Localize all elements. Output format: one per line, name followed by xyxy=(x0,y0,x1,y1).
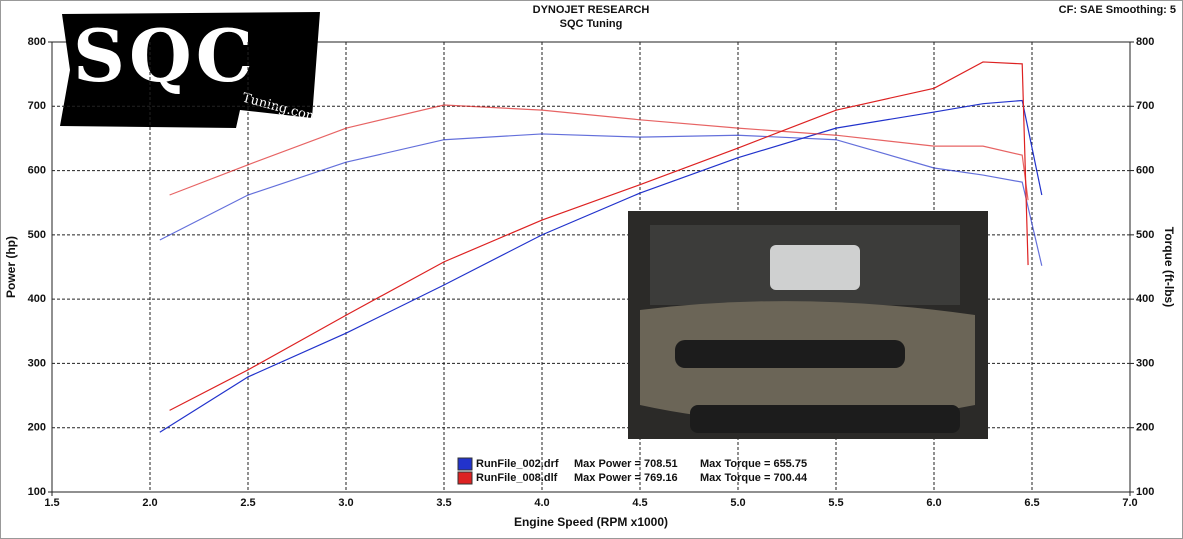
y-axis-label: Power (hp) xyxy=(4,236,18,298)
settings: CF: SAE Smoothing: 5 xyxy=(1059,4,1176,16)
chart-title: DYNOJET RESEARCH xyxy=(533,4,650,16)
torque-line xyxy=(159,133,1043,266)
x-tick-label: 3.5 xyxy=(436,497,451,509)
x-tick-label: 2.5 xyxy=(240,497,255,509)
y-tick-label: 800 xyxy=(28,36,46,48)
y-tick-label: 700 xyxy=(28,100,46,112)
power-line xyxy=(169,61,1029,411)
y2-tick-label: 400 xyxy=(1136,293,1154,305)
y-tick-label: 600 xyxy=(28,164,46,176)
x-tick-label: 3.0 xyxy=(338,497,353,509)
y2-tick-label: 700 xyxy=(1136,100,1154,112)
legend-swatch xyxy=(457,457,473,471)
legend-max-power: Max Power = 769.16 xyxy=(574,472,678,484)
legend-name: RunFile_008.dlf xyxy=(476,472,558,484)
x-tick-label: 6.0 xyxy=(926,497,941,509)
x-tick-label: 5.5 xyxy=(828,497,843,509)
x-axis-label: Engine Speed (RPM x1000) xyxy=(514,515,668,529)
logo-text: SQC xyxy=(73,13,257,98)
y2-tick-label: 600 xyxy=(1136,164,1154,176)
x-tick-label: 6.5 xyxy=(1024,497,1039,509)
power-line xyxy=(159,99,1043,433)
legend-max-power: Max Power = 708.51 xyxy=(574,458,678,470)
x-tick-label: 1.5 xyxy=(44,497,59,509)
y2-tick-label: 500 xyxy=(1136,229,1154,241)
x-tick-label: 4.5 xyxy=(632,497,647,509)
engine-photo xyxy=(628,211,988,439)
y2-tick-label: 200 xyxy=(1136,422,1154,434)
legend-max-torque: Max Torque = 700.44 xyxy=(700,472,808,484)
y2-axis-label: Torque (ft-lbs) xyxy=(1162,227,1176,307)
chart-subtitle: SQC Tuning xyxy=(560,18,623,30)
legend: RunFile_002.drf Max Power = 708.51 Max Tor… xyxy=(457,457,808,485)
x-tick-label: 2.0 xyxy=(142,497,157,509)
y-tick-label: 100 xyxy=(28,486,46,498)
legend-name: RunFile_002.drf xyxy=(476,458,559,470)
photo-grille xyxy=(675,340,905,368)
logo: SQC Tuning.com xyxy=(60,12,320,128)
photo-bumper xyxy=(690,405,960,433)
y-tick-label: 300 xyxy=(28,357,46,369)
y2-tick-label: 300 xyxy=(1136,357,1154,369)
x-tick-label: 5.0 xyxy=(730,497,745,509)
y-tick-label: 200 xyxy=(28,422,46,434)
y2-tick-label: 800 xyxy=(1136,36,1154,48)
torque-line xyxy=(169,104,1029,201)
photo-intake xyxy=(770,245,860,290)
y-tick-label: 400 xyxy=(28,293,46,305)
legend-max-torque: Max Torque = 655.75 xyxy=(700,458,807,470)
x-tick-label: 7.0 xyxy=(1122,497,1137,509)
y-tick-label: 500 xyxy=(28,229,46,241)
legend-swatch xyxy=(457,471,473,485)
x-tick-label: 4.0 xyxy=(534,497,549,509)
y2-tick-label: 100 xyxy=(1136,486,1154,498)
logo-shape xyxy=(60,12,320,128)
